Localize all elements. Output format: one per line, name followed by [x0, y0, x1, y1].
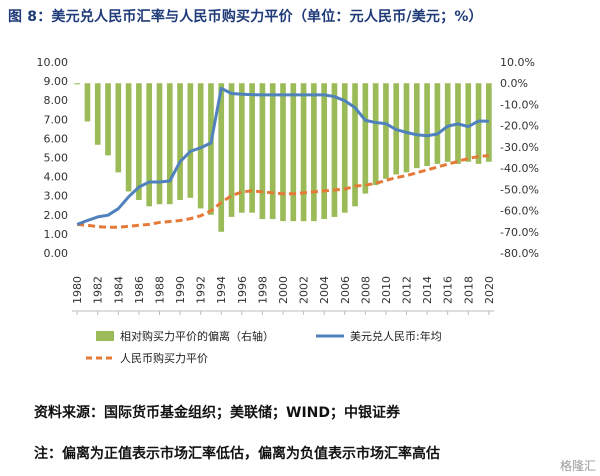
- left-tick-label: 0.00: [44, 247, 69, 260]
- left-tick-label: 1.00: [44, 228, 69, 241]
- x-tick-label: 1996: [236, 276, 249, 304]
- left-tick-label: 3.00: [44, 190, 69, 203]
- deviation-bar: [259, 83, 266, 220]
- left-tick-label: 2.00: [44, 209, 69, 222]
- deviation-bar: [465, 83, 472, 162]
- left-tick-label: 10.00: [37, 56, 69, 69]
- right-tick-label: -60.0%: [500, 205, 539, 218]
- deviation-bar: [280, 83, 286, 222]
- x-axis-ticks: 1980 1982 1984 1986 1988 1990 1992 1994 1996 1998…: [71, 276, 496, 315]
- x-tick-label: 2020: [483, 276, 496, 304]
- right-tick-label: -20.0%: [500, 120, 539, 133]
- exchange-rate-line: [76, 86, 489, 226]
- x-tick-label: 1988: [153, 276, 166, 304]
- deviation-bar: [403, 83, 410, 173]
- deviation-bar: [383, 83, 389, 179]
- deviation-bar: [125, 83, 132, 192]
- deviation-bar: [105, 83, 111, 156]
- x-tick-label: 1994: [215, 276, 228, 304]
- left-tick-label: 4.00: [44, 171, 69, 184]
- x-tick-label: 2012: [401, 276, 414, 304]
- left-tick-label: 9.00: [44, 75, 69, 88]
- left-tick-label: 5.00: [44, 152, 69, 165]
- deviation-bar: [166, 83, 173, 205]
- x-tick-label: 1998: [256, 276, 269, 304]
- legend-label-ppp: 人民币购买力平价: [120, 351, 208, 365]
- deviation-bar: [290, 83, 297, 222]
- deviation-bar: [424, 83, 430, 166]
- deviation-bar: [238, 83, 245, 213]
- x-tick-label: 2008: [359, 276, 372, 304]
- deviation-bar: [197, 83, 204, 209]
- watermark: 格隆汇: [559, 459, 596, 473]
- deviation-bar: [331, 83, 338, 217]
- deviation-bar: [269, 83, 276, 220]
- right-tick-label: -80.0%: [500, 247, 539, 260]
- right-tick-label: -40.0%: [500, 162, 539, 175]
- x-tick-label: 1992: [195, 276, 208, 304]
- deviation-bar: [156, 83, 163, 205]
- deviation-bar: [115, 83, 122, 173]
- x-tick-label: 2010: [380, 276, 393, 304]
- deviation-bar: [228, 83, 235, 217]
- legend: 相对购买力平价的偏离（右轴） 美元兑人民币:年均 人民币购买力平价: [86, 329, 442, 365]
- x-tick-label: 1984: [112, 276, 125, 304]
- legend-label-exchange: 美元兑人民币:年均: [350, 329, 442, 343]
- left-axis-ticks: 0.00 1.00 2.00 3.00 4.00 5.00 6.00 7.00 8.00 9.00…: [37, 56, 69, 260]
- x-tick-label: 1980: [71, 276, 84, 304]
- deviation-bar: [475, 83, 482, 164]
- deviation-bar: [486, 83, 492, 162]
- x-tick-label: 1982: [92, 276, 105, 304]
- right-axis-ticks: -80.0% -70.0% -60.0% -50.0% -40.0% -30.0% -20.…: [500, 56, 539, 260]
- deviation-bar: [321, 83, 328, 220]
- x-tick-label: 2018: [462, 276, 475, 304]
- note-text: 注：偏离为正值表示市场汇率低估，偏离为负值表示市场汇率高估: [34, 446, 440, 462]
- deviation-bar: [94, 83, 101, 145]
- deviation-bar: [187, 83, 194, 198]
- right-tick-label: -70.0%: [500, 226, 539, 239]
- figure-title: 图 8：美元兑人民币汇率与人民币购买力平价（单位：元人民币/美元；%）: [8, 9, 483, 25]
- deviation-bar: [311, 83, 317, 222]
- source-text: 资料来源：国际货币基金组织；美联储；WIND；中银证券: [34, 405, 400, 421]
- x-tick-label: 2004: [318, 276, 331, 304]
- deviation-bar: [372, 83, 379, 186]
- right-tick-label: 10.0%: [500, 56, 535, 69]
- x-tick-label: 2016: [442, 276, 455, 304]
- deviation-bar: [444, 83, 451, 162]
- x-tick-label: 2014: [421, 276, 434, 304]
- deviation-bar: [352, 83, 358, 207]
- right-tick-label: -10.0%: [500, 98, 539, 111]
- chart: -80.0% -70.0% -60.0% -50.0% -40.0% -30.0% -20.…: [37, 56, 539, 365]
- right-tick-label: -50.0%: [500, 183, 539, 196]
- deviation-bar: [434, 83, 441, 164]
- x-tick-label: 2002: [298, 276, 311, 304]
- deviation-bar: [218, 83, 225, 232]
- x-tick-label: 2006: [339, 276, 352, 304]
- deviation-bar: [84, 83, 91, 122]
- deviation-bar: [74, 83, 80, 85]
- deviation-bars: [74, 83, 492, 232]
- left-tick-label: 6.00: [44, 132, 69, 145]
- left-tick-label: 7.00: [44, 113, 69, 126]
- deviation-bar: [300, 83, 307, 222]
- deviation-bar: [146, 83, 153, 207]
- x-tick-label: 2000: [277, 276, 290, 304]
- deviation-bar: [177, 83, 183, 200]
- legend-label-bars: 相对购买力平价的偏离（右轴）: [120, 329, 274, 343]
- x-tick-label: 1986: [133, 276, 146, 304]
- deviation-bar: [413, 83, 420, 169]
- ppp-line: [77, 154, 489, 229]
- deviation-bar: [362, 83, 369, 194]
- legend-swatch-bars: [96, 331, 114, 341]
- right-tick-label: -30.0%: [500, 141, 539, 154]
- deviation-bar: [136, 83, 142, 200]
- deviation-bar: [208, 83, 214, 215]
- deviation-bar: [341, 83, 348, 213]
- right-tick-label: 0.0%: [500, 77, 528, 90]
- left-tick-label: 8.00: [44, 94, 69, 107]
- deviation-bar: [249, 83, 255, 213]
- x-tick-label: 1990: [174, 276, 187, 304]
